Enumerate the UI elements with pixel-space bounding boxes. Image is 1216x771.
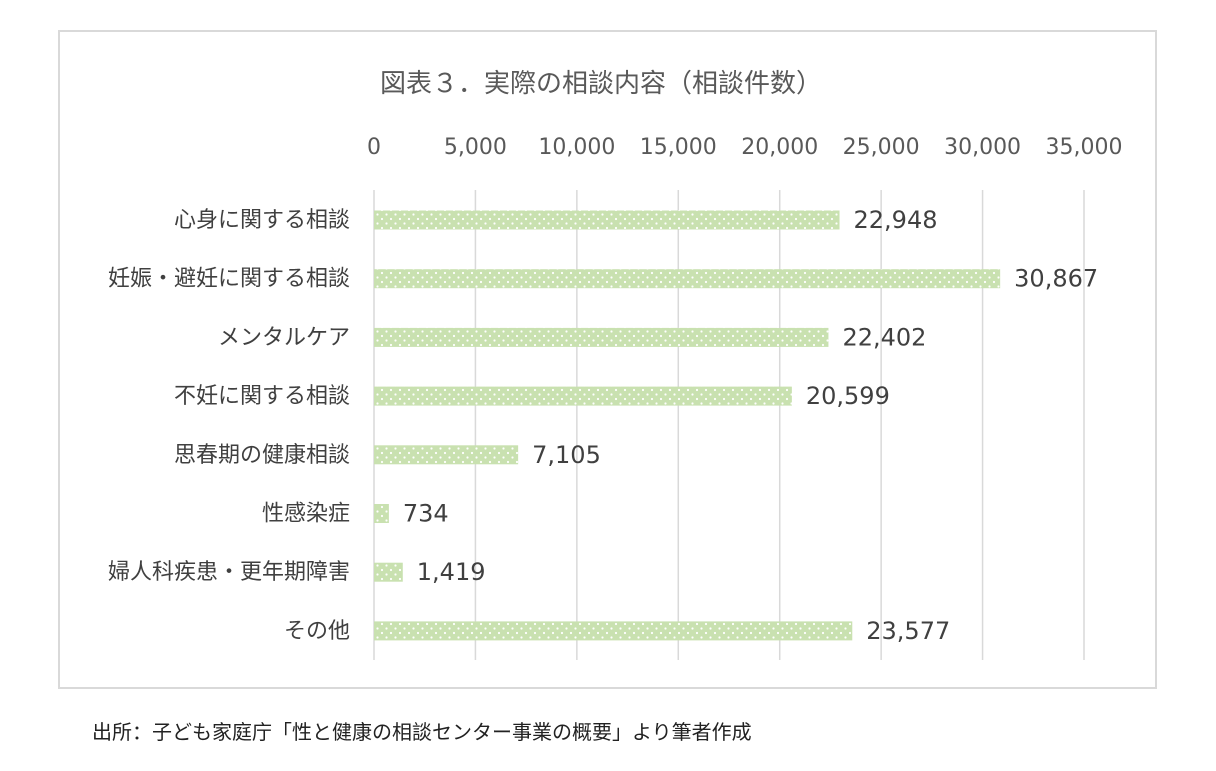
x-tick-label: 15,000 <box>640 135 717 160</box>
x-tick-label: 5,000 <box>444 135 507 160</box>
data-labels: 22,948 30,867 22,402 20,599 7,105 734 1,419 23,… <box>403 206 1098 645</box>
chart-frame: 図表３．実際の相談内容（相談件数） 0 5,000 10,000 15,000 20,0… <box>58 30 1157 689</box>
x-tick-label: 35,000 <box>1046 135 1123 160</box>
category-label: 婦人科疾患・更年期障害 <box>108 560 350 585</box>
bar <box>374 621 853 641</box>
bar <box>374 210 840 230</box>
source-note: 出所：子ども家庭庁「性と健康の相談センター事業の概要」より筆者作成 <box>92 720 752 744</box>
data-label: 20,599 <box>806 382 890 410</box>
category-label: メンタルケア <box>218 325 350 350</box>
bar-chart: 図表３．実際の相談内容（相談件数） 0 5,000 10,000 15,000 20,0… <box>108 69 1122 660</box>
bar <box>374 269 1001 289</box>
category-label: 心身に関する相談 <box>174 208 350 233</box>
category-label: 性感染症 <box>262 502 350 527</box>
bar <box>374 386 792 406</box>
x-axis-tick-labels: 0 5,000 10,000 15,000 20,000 25,000 30,000 35,0… <box>367 135 1122 160</box>
bars <box>374 210 1001 641</box>
data-label: 22,948 <box>854 206 938 234</box>
x-tick-label: 10,000 <box>538 135 615 160</box>
bar <box>374 327 829 347</box>
category-label: 思春期の健康相談 <box>174 443 350 468</box>
category-label: その他 <box>284 619 350 644</box>
bar <box>374 562 403 582</box>
data-label: 22,402 <box>842 323 926 351</box>
category-label: 不妊に関する相談 <box>174 384 350 409</box>
category-label: 妊娠・避妊に関する相談 <box>108 267 350 292</box>
bar <box>374 445 519 465</box>
data-label: 7,105 <box>532 441 601 469</box>
bar <box>374 504 389 523</box>
gridlines <box>373 190 1085 660</box>
data-label: 734 <box>403 500 449 528</box>
chart-title: 図表３．実際の相談内容（相談件数） <box>380 69 822 99</box>
x-tick-label: 0 <box>367 135 381 160</box>
x-tick-label: 20,000 <box>741 135 818 160</box>
x-tick-label: 25,000 <box>843 135 920 160</box>
data-label: 23,577 <box>866 617 950 645</box>
category-labels: 心身に関する相談妊娠・避妊に関する相談メンタルケア不妊に関する相談思春期の健康相… <box>108 208 350 644</box>
data-label: 30,867 <box>1014 265 1098 293</box>
data-label: 1,419 <box>417 558 486 586</box>
x-tick-label: 30,000 <box>944 135 1021 160</box>
